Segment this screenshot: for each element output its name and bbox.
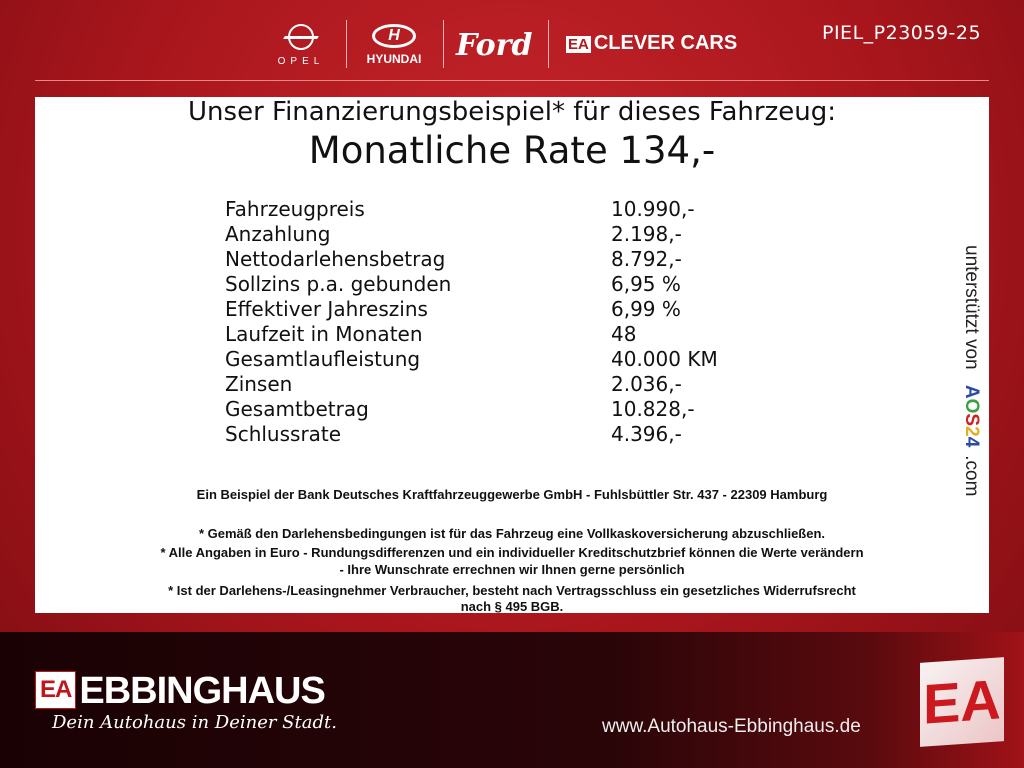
note-2: * Alle Angaben in Euro - Rundungsdiffere… bbox=[160, 545, 864, 560]
row-value: 40.000 KM bbox=[611, 347, 718, 371]
finance-row: Gesamtlaufleistung 40.000 KM bbox=[225, 347, 718, 372]
row-label: Zinsen bbox=[225, 372, 293, 396]
offer-title: Unser Finanzierungsbeispiel* für dieses … bbox=[188, 97, 836, 127]
header: OPEL H HYUNDAI Ford EA CLEVER CARS PIEL_P… bbox=[0, 0, 1024, 82]
finance-row: Anzahlung 2.198,- bbox=[225, 222, 682, 247]
ebbinghaus-logo: EA EBBINGHAUS bbox=[34, 670, 326, 713]
aos24-support: unterstützt von AOS24.com bbox=[961, 245, 982, 497]
row-label: Fahrzeugpreis bbox=[225, 197, 365, 221]
note-3b: nach § 495 BGB. bbox=[460, 599, 564, 614]
ea-cube-logo: EA bbox=[920, 657, 1004, 747]
ford-logo: Ford bbox=[456, 28, 533, 63]
finance-row: Gesamtbetrag 10.828,- bbox=[225, 397, 695, 422]
note-3: * Ist der Darlehens-/Leasingnehmer Verbr… bbox=[168, 583, 856, 598]
finance-row: Effektiver Jahreszins 6,99 % bbox=[225, 297, 681, 322]
finance-row: Zinsen 2.036,- bbox=[225, 372, 682, 397]
note-2b: - Ihre Wunschrate errechnen wir Ihnen ge… bbox=[339, 562, 685, 577]
row-label: Gesamtlaufleistung bbox=[225, 347, 421, 371]
opel-blitz-icon bbox=[283, 24, 319, 50]
row-value: 2.198,- bbox=[611, 222, 682, 246]
clever-cars-logo: EA CLEVER CARS bbox=[566, 32, 738, 54]
row-value: 8.792,- bbox=[611, 247, 682, 271]
footer-banner: EA EBBINGHAUS Dein Autohaus in Deiner Sta… bbox=[0, 632, 1024, 768]
row-label: Schlussrate bbox=[225, 422, 342, 446]
divider bbox=[35, 80, 989, 81]
monthly-rate: Monatliche Rate 134,- bbox=[308, 129, 716, 172]
row-value: 6,95 % bbox=[611, 272, 681, 296]
finance-row: Laufzeit in Monaten 48 bbox=[225, 322, 636, 347]
note-1: * Gemäß den Darlehensbedingungen ist für… bbox=[198, 526, 826, 541]
vehicle-code: PIEL_P23059-25 bbox=[822, 22, 982, 44]
hyundai-h-icon: H bbox=[372, 24, 416, 48]
row-value: 48 bbox=[611, 322, 637, 346]
finance-row: Sollzins p.a. gebunden 6,95 % bbox=[225, 272, 681, 297]
finance-row: Nettodarlehensbetrag 8.792,- bbox=[225, 247, 682, 272]
row-label: Anzahlung bbox=[225, 222, 331, 246]
bank-info: Ein Beispiel der Bank Deutsches Kraftfah… bbox=[196, 487, 828, 502]
row-label: Effektiver Jahreszins bbox=[225, 297, 428, 321]
slogan: Dein Autohaus in Deiner Stadt. bbox=[52, 712, 337, 733]
hyundai-logo: H HYUNDAI bbox=[358, 24, 430, 66]
row-label: Sollzins p.a. gebunden bbox=[225, 272, 452, 296]
row-value: 6,99 % bbox=[611, 297, 681, 321]
financing-panel: Unser Finanzierungsbeispiel* für dieses … bbox=[35, 97, 989, 614]
website-link[interactable]: www.Autohaus-Ebbinghaus.de bbox=[602, 716, 861, 737]
row-value: 4.396,- bbox=[611, 422, 682, 446]
finance-row: Schlussrate 4.396,- bbox=[225, 422, 682, 447]
aos24-logo: AOS24 bbox=[961, 384, 982, 448]
opel-logo: OPEL bbox=[276, 24, 326, 67]
finance-row: Fahrzeugpreis 10.990,- bbox=[225, 197, 695, 222]
row-label: Nettodarlehensbetrag bbox=[225, 247, 446, 271]
row-label: Gesamtbetrag bbox=[225, 397, 369, 421]
row-value: 2.036,- bbox=[611, 372, 682, 396]
row-label: Laufzeit in Monaten bbox=[225, 322, 423, 346]
row-value: 10.828,- bbox=[611, 397, 695, 421]
row-value: 10.990,- bbox=[611, 197, 695, 221]
